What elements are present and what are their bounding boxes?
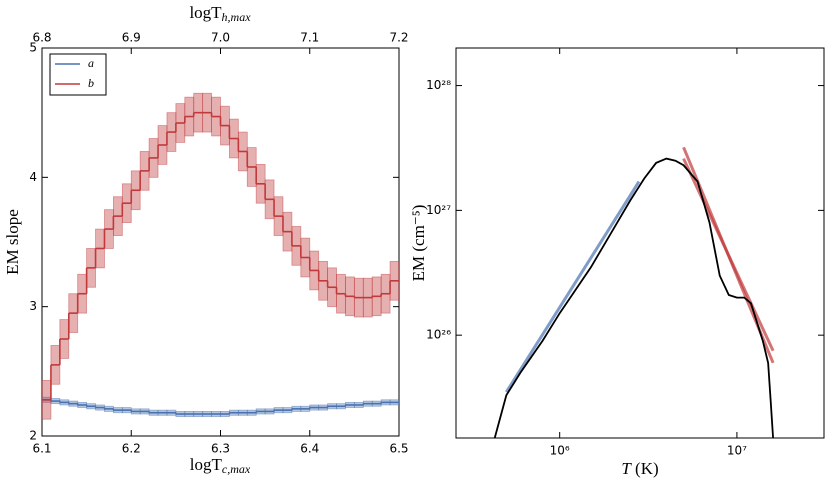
x2-tick-label: 7.1	[300, 31, 319, 45]
x-tick-label: 6.1	[32, 442, 51, 456]
x-tick-label: 6.5	[389, 442, 408, 456]
fit-line	[505, 180, 641, 393]
x-tick-label: 6.3	[211, 442, 230, 456]
x2-tick-label: 6.8	[32, 31, 51, 45]
y-tick-label: 5	[29, 41, 37, 55]
y-axis-label: EM slope	[3, 209, 22, 275]
plot-area	[42, 92, 399, 420]
y-tick-label: 2	[29, 429, 37, 443]
em-curve	[493, 157, 774, 438]
y-tick-label: 4	[29, 170, 37, 184]
x-tick-label: 6.2	[122, 442, 141, 456]
x-tick-label: 10⁷	[727, 444, 747, 458]
y-tick-label: 10²⁷	[426, 203, 451, 217]
plot-area	[493, 146, 775, 438]
x2-axis-label: logTh,max	[189, 3, 251, 24]
x2-tick-label: 7.0	[211, 31, 230, 45]
y-tick-label: 3	[29, 299, 37, 313]
legend-label: b	[88, 76, 94, 90]
y-tick-label: 10²⁶	[426, 328, 451, 342]
y-tick-label: 10²⁸	[426, 78, 451, 92]
legend-box	[49, 53, 107, 96]
y-axis-label: EM (cm⁻⁵)	[409, 205, 428, 282]
legend-label: a	[88, 56, 94, 70]
x2-tick-label: 7.2	[389, 31, 408, 45]
x-tick-label: 10⁶	[550, 444, 570, 458]
x-axis-label: logTc,max	[190, 455, 251, 476]
x2-tick-label: 6.9	[122, 31, 141, 45]
x-axis-label: T (K)	[621, 459, 658, 478]
right-frame	[455, 47, 825, 439]
fit-line	[682, 157, 775, 352]
x-tick-label: 6.4	[300, 442, 319, 456]
